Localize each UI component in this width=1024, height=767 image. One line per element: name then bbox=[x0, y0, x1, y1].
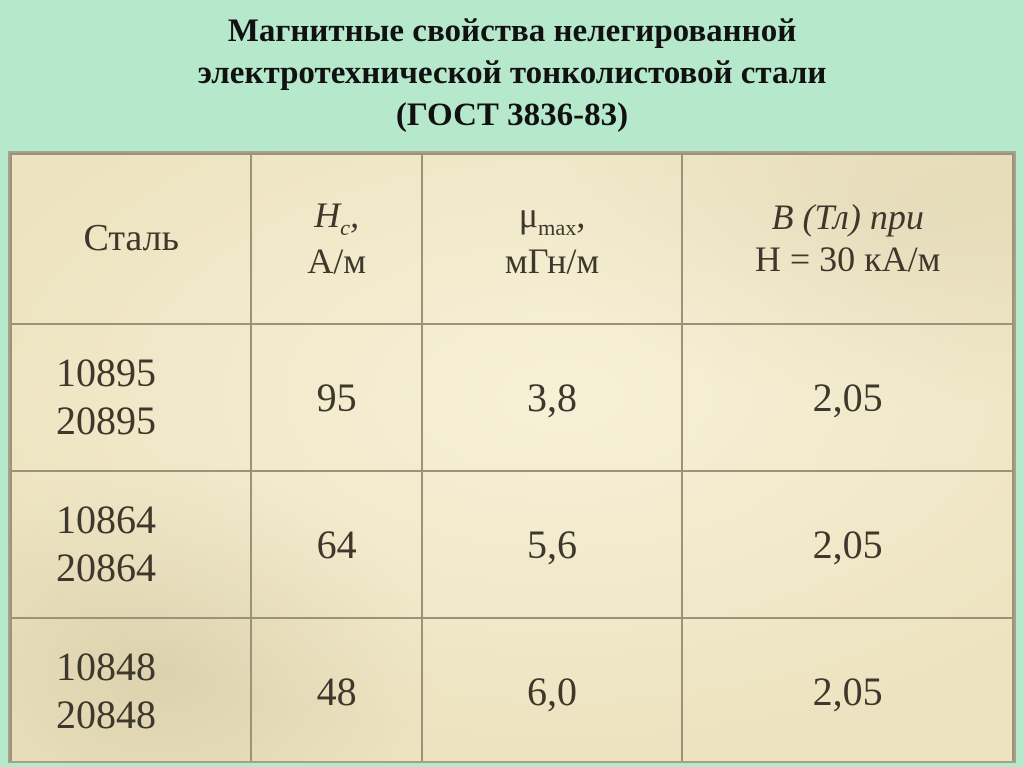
header-hc-sub: c bbox=[340, 215, 350, 240]
steel-code-a: 10848 bbox=[56, 644, 156, 689]
mumax-value: 5,6 bbox=[527, 522, 577, 567]
properties-table: Сталь Hc, А/м μmax, мГн/м bbox=[10, 153, 1014, 763]
header-hc-unit: А/м bbox=[307, 241, 366, 281]
cell-hc: 48 bbox=[251, 618, 421, 763]
steel-code-a: 10864 bbox=[56, 497, 156, 542]
hc-value: 95 bbox=[317, 375, 357, 420]
steel-code-b: 20848 bbox=[56, 692, 156, 737]
cell-mumax: 6,0 bbox=[422, 618, 683, 763]
header-hc-sym: H bbox=[314, 195, 340, 235]
b-value: 2,05 bbox=[813, 669, 883, 714]
cell-mumax: 3,8 bbox=[422, 324, 683, 471]
header-steel-text: Сталь bbox=[84, 217, 179, 259]
cell-hc: 64 bbox=[251, 471, 421, 618]
cell-steel: 10864 20864 bbox=[11, 471, 251, 618]
cell-b: 2,05 bbox=[682, 324, 1013, 471]
cell-b: 2,05 bbox=[682, 618, 1013, 763]
table-row: 10895 20895 95 3,8 2,05 bbox=[11, 324, 1013, 471]
steel-code-a: 10895 bbox=[56, 350, 156, 395]
cell-steel: 10848 20848 bbox=[11, 618, 251, 763]
steel-code-b: 20864 bbox=[56, 545, 156, 590]
table-row: 10848 20848 48 6,0 2,05 bbox=[11, 618, 1013, 763]
page-title: Магнитные свойства нелегированной электр… bbox=[0, 0, 1024, 151]
col-header-hc: Hc, А/м bbox=[251, 154, 421, 324]
header-mumax-tail: , bbox=[576, 195, 585, 235]
steel-code-b: 20895 bbox=[56, 398, 156, 443]
header-hc-tail: , bbox=[350, 195, 359, 235]
mumax-value: 3,8 bbox=[527, 375, 577, 420]
col-header-b: B (Тл) при H = 30 кА/м bbox=[682, 154, 1013, 324]
table-header-row: Сталь Hc, А/м μmax, мГн/м bbox=[11, 154, 1013, 324]
title-line-3: (ГОСТ 3836-83) bbox=[396, 97, 628, 133]
b-value: 2,05 bbox=[813, 522, 883, 567]
col-header-mumax: μmax, мГн/м bbox=[422, 154, 683, 324]
header-b-line1: B (Тл) при bbox=[771, 197, 923, 237]
header-mumax-sym: μ bbox=[519, 195, 538, 235]
table-container: Сталь Hc, А/м μmax, мГн/м bbox=[8, 151, 1016, 763]
header-b-line2: H = 30 кА/м bbox=[755, 239, 941, 279]
cell-hc: 95 bbox=[251, 324, 421, 471]
mumax-value: 6,0 bbox=[527, 669, 577, 714]
hc-value: 64 bbox=[317, 522, 357, 567]
b-value: 2,05 bbox=[813, 375, 883, 420]
header-mumax-unit: мГн/м bbox=[505, 241, 599, 281]
title-line-1: Магнитные свойства нелегированной bbox=[228, 13, 796, 49]
table-row: 10864 20864 64 5,6 2,05 bbox=[11, 471, 1013, 618]
col-header-steel: Сталь bbox=[11, 154, 251, 324]
cell-mumax: 5,6 bbox=[422, 471, 683, 618]
cell-b: 2,05 bbox=[682, 471, 1013, 618]
cell-steel: 10895 20895 bbox=[11, 324, 251, 471]
header-mumax-sub: max bbox=[538, 215, 576, 240]
title-line-2: электротехнической тонколистовой стали bbox=[198, 55, 827, 91]
hc-value: 48 bbox=[317, 669, 357, 714]
